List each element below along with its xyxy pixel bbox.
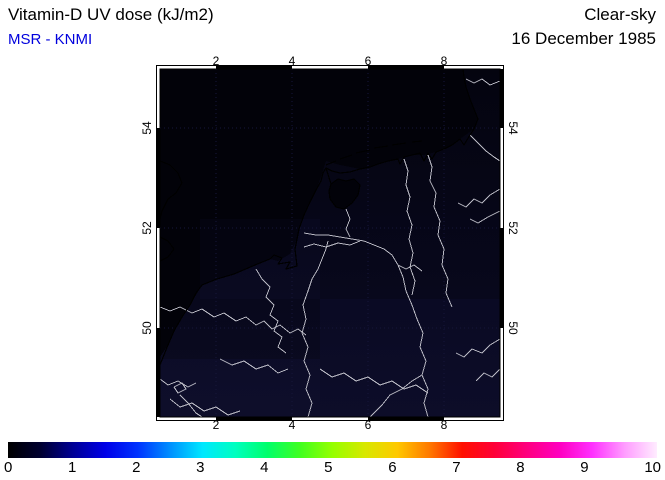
colorbar-labels: 0 1 2 3 4 5 6 7 8 9 10 [4,459,661,477]
coast-england [160,160,183,220]
graticule [160,69,500,417]
source-label: MSR - KNMI [8,31,93,48]
river-aller [457,188,500,208]
colorbar-label-7: 7 [452,459,461,476]
river-meuse [301,240,329,417]
colorbar-label-1: 1 [68,459,77,476]
colorbar-label-10: 10 [644,459,661,476]
x-tick-top-4: 4 [288,54,296,68]
x-tick-bottom-4: 4 [288,418,296,432]
x-tick-bottom-8: 8 [440,418,448,432]
colorbar-label-4: 4 [260,459,269,476]
coast-ijsselmeer [328,178,361,210]
data-patch [320,299,500,417]
river-sambre [219,358,289,374]
y-tick-right-54: 54 [506,121,520,135]
river-moselle [369,374,423,417]
y-tick-right-50: 50 [506,321,520,335]
colorbar-label-3: 3 [196,459,205,476]
colorbar-label-8: 8 [516,459,525,476]
coast-afsluitdijk [325,167,332,185]
river-waal [303,240,361,248]
condition-label: Clear-sky [584,5,656,24]
river-leine [469,210,500,224]
x-tick-bottom-6: 6 [364,418,372,432]
x-tick-bottom-2: 2 [212,418,220,432]
sea-fill [160,69,478,357]
colorbar-label-0: 0 [4,459,13,476]
river-right-south [475,368,500,382]
river-seine [169,398,241,416]
x-tick-top-8: 8 [440,54,448,68]
coastlines [160,69,479,366]
colorbar-label-6: 6 [388,459,397,476]
river-scheldt [255,268,287,354]
coast-thames [160,236,175,262]
river-weser [427,154,453,308]
frisian-islands [325,140,423,166]
colorbar-label-9: 9 [580,459,589,476]
x-tick-top-2: 2 [212,54,220,68]
river-oise-loop [173,382,187,394]
date-label: 16 December 1985 [511,29,656,48]
page-title: Vitamin-D UV dose (kJ/m2) [8,5,214,24]
river-elbe [469,134,500,162]
river-oise [179,394,203,417]
river-ems [403,158,416,296]
map-canvas [160,69,500,417]
colorbar-label-2: 2 [132,459,141,476]
coast-continent [160,69,479,366]
river-ijssel [345,208,351,238]
frame-band [157,66,503,420]
colorbar-gradient [8,442,657,458]
river-eider [465,78,500,86]
river-somme [160,378,197,388]
colorbar-label-5: 5 [324,459,333,476]
y-tick-right-52: 52 [506,221,520,235]
data-patch [200,219,320,299]
x-tick-top-6: 6 [364,54,372,68]
river-ruhr [397,264,423,272]
river-eifel [319,368,429,394]
data-patch [160,359,320,417]
map-plot [156,65,504,421]
map-frame [156,65,504,421]
river-main-area [455,338,500,358]
river-rhine [303,232,429,417]
